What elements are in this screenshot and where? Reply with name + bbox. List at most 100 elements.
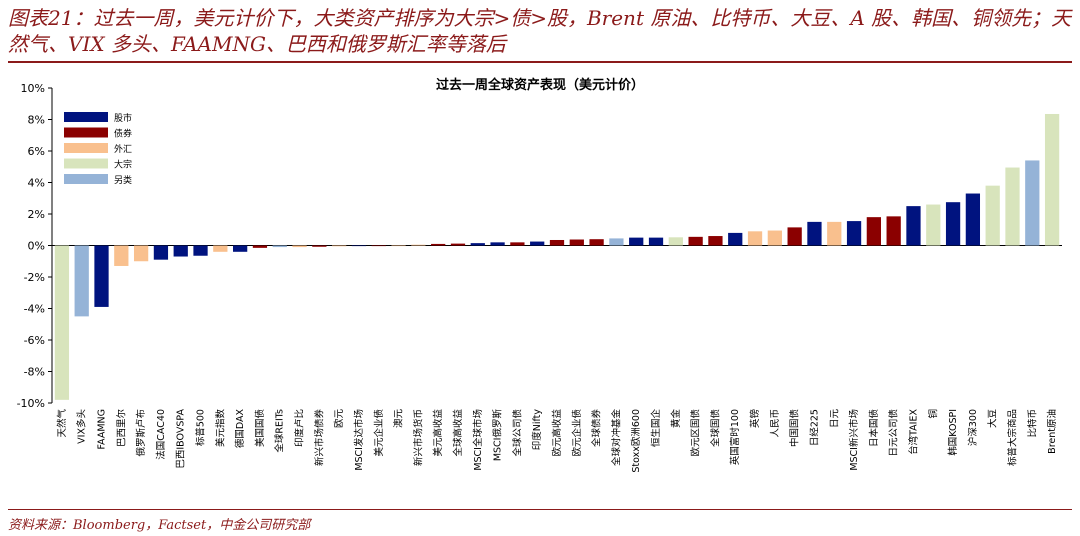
- bar: [906, 206, 921, 246]
- y-axis: 10% 8% 6% 4% 2% 0% -2% -4% -6% -8% -10%: [17, 82, 1062, 410]
- bar: [153, 245, 169, 260]
- legend-swatch: [64, 127, 108, 138]
- bar: [233, 245, 248, 252]
- legend-swatch: [64, 158, 108, 169]
- bar: [1025, 160, 1040, 246]
- category-label: 沪深300: [967, 409, 979, 446]
- y-tick-label: 2%: [28, 208, 45, 221]
- bar: [114, 245, 129, 266]
- bar: [213, 245, 228, 252]
- category-label: 铜: [927, 409, 939, 419]
- bar-series: [54, 113, 1060, 400]
- bar: [450, 243, 466, 246]
- category-label: 全球国债: [709, 409, 721, 448]
- bar: [54, 245, 70, 400]
- legend-swatch: [64, 112, 108, 122]
- bar: [530, 241, 545, 246]
- category-label: 欧元高收益: [551, 409, 563, 457]
- bar: [292, 245, 307, 248]
- category-label: 全球REITs: [274, 409, 286, 453]
- bar: [569, 239, 584, 246]
- figure-caption: 图表21：过去一周，美元计价下，大类资产排序为大宗>债>股，Brent 原油、比…: [8, 6, 1072, 56]
- bar: [272, 245, 287, 248]
- y-tick-label: 0%: [28, 240, 45, 253]
- bar: [173, 245, 188, 257]
- category-label: MSCI俄罗斯: [492, 409, 504, 462]
- category-label: 美元高收益: [432, 409, 444, 457]
- legend-swatch: [64, 143, 108, 153]
- y-tick-label: 6%: [28, 145, 45, 158]
- category-label: Stoxx欧洲600: [630, 409, 642, 473]
- y-tick-label: -8%: [24, 366, 45, 379]
- bar: [411, 244, 426, 246]
- category-label: 巴西IBOVSPA: [176, 409, 187, 469]
- y-tick-label: -2%: [24, 271, 45, 284]
- bar: [1044, 113, 1060, 246]
- category-label: 德国DAX: [234, 409, 246, 449]
- legend-label: 债券: [114, 128, 132, 140]
- bar: [312, 245, 327, 247]
- category-label: 全球高收益: [452, 409, 464, 457]
- category-label: 韩国KOSPI: [947, 409, 959, 456]
- legend-label: 股市: [114, 112, 132, 124]
- category-label: 全球公司债: [511, 409, 523, 457]
- category-label: 欧元区国债: [690, 409, 702, 457]
- category-label: 日元: [829, 409, 840, 429]
- bar: [648, 237, 664, 246]
- category-label: 美元指数: [214, 409, 226, 448]
- category-label: 俄罗斯卢布: [135, 409, 147, 457]
- category-labels: 天然气 VIX多头 FAAMNG 巴西里尔 俄罗斯卢布 法国CAC40 巴西IBOVSPA 标…: [56, 409, 1058, 473]
- category-label: 美国国债: [254, 409, 266, 448]
- y-tick-label: 10%: [21, 82, 45, 95]
- bar: [332, 245, 347, 247]
- category-label: 全球对冲基金: [610, 409, 622, 467]
- bar: [708, 236, 723, 246]
- bar: [391, 245, 406, 247]
- category-label: 英镑: [749, 409, 761, 428]
- bar: [767, 230, 782, 246]
- bar: [74, 245, 89, 317]
- source-note: 资料来源：Bloomberg，Factset，中金公司研究部: [8, 518, 311, 533]
- bar: [747, 231, 763, 246]
- category-label: 美元企业债: [373, 409, 385, 457]
- category-label: VIX多头: [76, 409, 88, 444]
- category-label: FAAMNG: [97, 409, 108, 450]
- y-tick-label: 8%: [28, 114, 45, 127]
- bar: [926, 204, 941, 246]
- bar: [510, 242, 525, 246]
- category-label: 印度卢比: [294, 409, 306, 447]
- y-tick-label: -10%: [17, 397, 45, 410]
- category-label: 印度Nifty: [531, 409, 543, 451]
- category-label: MSCI发达市场: [353, 409, 365, 471]
- bar: [549, 239, 565, 246]
- category-label: 日经225: [808, 409, 820, 446]
- bar: [886, 216, 901, 246]
- category-label: 比特币: [1026, 409, 1038, 438]
- bar: [490, 242, 505, 246]
- y-tick-label: -6%: [24, 334, 45, 347]
- category-label: 标普大宗商品: [1006, 409, 1018, 466]
- y-tick-label: -4%: [24, 303, 45, 316]
- bar: [629, 237, 644, 246]
- bar: [1005, 167, 1020, 246]
- legend-label: 外汇: [114, 143, 132, 155]
- bar: [945, 202, 961, 246]
- bar: [371, 245, 386, 247]
- bar: [965, 193, 981, 246]
- category-label: 欧元: [333, 409, 345, 429]
- category-label: 法国CAC40: [155, 409, 167, 460]
- category-label: MSCI全球市场: [472, 409, 484, 471]
- bar: [866, 217, 881, 246]
- bar: [787, 227, 802, 246]
- bar: [94, 245, 109, 307]
- y-tick-label: 4%: [28, 177, 45, 190]
- category-label: 大豆: [987, 409, 999, 428]
- legend-label: 大宗: [114, 159, 132, 171]
- category-label: 新兴市场货币: [412, 409, 424, 466]
- category-label: 天然气: [56, 409, 68, 438]
- bar: [668, 237, 683, 246]
- bar: [431, 243, 446, 246]
- category-label: 台湾TAIEX: [907, 409, 919, 455]
- category-label: 恒生国企: [650, 409, 662, 448]
- top-divider: [8, 61, 1072, 63]
